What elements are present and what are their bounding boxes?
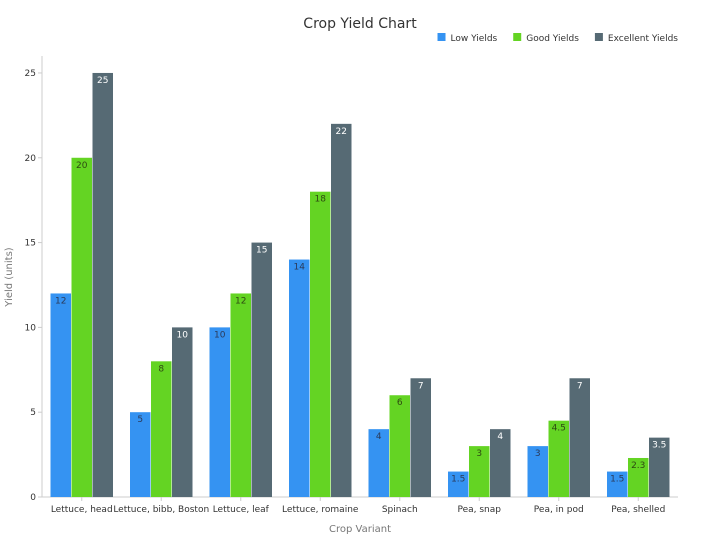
y-axis: 0 5 10 15 20 25 xyxy=(25,56,43,503)
bar-value-label: 18 xyxy=(315,195,327,205)
bar-value-label: 2.3 xyxy=(631,461,645,471)
bar-excellent-yields-lettuce-leaf xyxy=(251,242,272,497)
bar-value-label: 3 xyxy=(535,449,541,459)
legend-label-good-yields: Good Yields xyxy=(526,34,579,44)
y-tick-label: 20 xyxy=(25,154,37,164)
y-tick-label: 25 xyxy=(25,69,36,79)
bar-low-yields-lettuce-bibb-boston xyxy=(130,412,151,497)
x-tick-label-lettuce-leaf: Lettuce, leaf xyxy=(213,505,270,515)
legend-swatch-excellent-yields xyxy=(594,33,603,41)
bar-value-label: 10 xyxy=(214,330,226,340)
legend: Low Yields Good Yields Excellent Yields xyxy=(437,33,678,44)
x-tick-label-lettuce-romaine: Lettuce, romaine xyxy=(282,505,359,515)
legend-label-excellent-yields: Excellent Yields xyxy=(608,34,678,44)
x-tick-label-spinach: Spinach xyxy=(382,505,418,515)
bar-excellent-yields-pea-in-pod xyxy=(569,378,590,497)
bar-low-yields-pea-shelled xyxy=(607,471,628,497)
bar-low-yields-spinach xyxy=(368,429,389,497)
x-tick-label-pea-snap: Pea, snap xyxy=(457,505,501,515)
y-axis-label: Yield (units) xyxy=(4,247,15,307)
bar-value-label: 3 xyxy=(476,449,482,459)
x-tick-label-pea-shelled: Pea, shelled xyxy=(611,505,665,515)
bar-value-label: 4 xyxy=(376,432,382,442)
bar-excellent-yields-spinach xyxy=(410,378,431,497)
bar-low-yields-pea-snap xyxy=(448,471,469,497)
bar-value-label: 14 xyxy=(294,263,306,273)
bar-good-yields-pea-shelled xyxy=(628,457,649,497)
bar-good-yields-lettuce-leaf xyxy=(230,293,251,497)
bars: 12 20 25 5 8 10 10 12 15 14 18 22 4 6 7 1.5 3 4 3 4.5 7 1.5 2.… xyxy=(50,72,670,497)
bar-good-yields-spinach xyxy=(389,395,410,497)
bar-value-label: 7 xyxy=(577,381,583,391)
bar-value-label: 20 xyxy=(76,161,88,171)
x-tick-label-lettuce-bibb-boston: Lettuce, bibb, Boston xyxy=(113,505,209,515)
bar-excellent-yields-lettuce-bibb-boston xyxy=(172,327,193,497)
bar-good-yields-pea-in-pod xyxy=(548,420,569,497)
y-tick-label: 10 xyxy=(25,323,37,333)
y-tick-label: 0 xyxy=(30,493,36,503)
bar-excellent-yields-pea-shelled xyxy=(649,437,670,497)
bar-excellent-yields-pea-snap xyxy=(490,429,511,497)
legend-swatch-low-yields xyxy=(437,33,446,41)
bar-value-label: 1.5 xyxy=(610,475,624,485)
x-tick-label-pea-in-pod: Pea, in pod xyxy=(534,505,584,515)
bar-excellent-yields-lettuce-head xyxy=(92,72,113,497)
y-tick-label: 5 xyxy=(30,408,36,418)
bar-value-label: 25 xyxy=(97,76,108,86)
bar-excellent-yields-lettuce-romaine xyxy=(331,123,352,497)
bar-value-label: 15 xyxy=(256,246,267,256)
bar-value-label: 3.5 xyxy=(652,441,666,451)
bar-low-yields-lettuce-leaf xyxy=(209,327,230,497)
bar-value-label: 12 xyxy=(235,296,246,306)
bar-good-yields-lettuce-bibb-boston xyxy=(151,361,172,497)
bar-good-yields-lettuce-romaine xyxy=(310,191,331,497)
bar-value-label: 4.5 xyxy=(552,424,566,434)
bar-value-label: 8 xyxy=(158,364,164,374)
bar-low-yields-lettuce-romaine xyxy=(289,259,310,497)
bar-value-label: 5 xyxy=(137,415,143,425)
chart-title: Crop Yield Chart xyxy=(303,16,417,32)
bar-value-label: 12 xyxy=(55,296,66,306)
x-axis-label: Crop Variant xyxy=(329,524,391,535)
bar-value-label: 6 xyxy=(397,398,403,408)
y-tick-label: 15 xyxy=(25,239,36,249)
bar-low-yields-pea-in-pod xyxy=(527,446,548,497)
bar-value-label: 7 xyxy=(418,381,424,391)
bar-value-label: 1.5 xyxy=(451,475,465,485)
bar-value-label: 22 xyxy=(336,127,347,137)
legend-swatch-good-yields xyxy=(513,33,522,41)
bar-good-yields-lettuce-head xyxy=(71,157,92,497)
x-axis: Lettuce, head Lettuce, bibb, Boston Lettuc… xyxy=(42,496,678,515)
legend-label-low-yields: Low Yields xyxy=(451,34,498,44)
bar-low-yields-lettuce-head xyxy=(50,293,71,497)
bar-value-label: 10 xyxy=(177,330,189,340)
bar-value-label: 4 xyxy=(497,432,503,442)
bar-good-yields-pea-snap xyxy=(469,446,490,497)
x-tick-label-lettuce-head: Lettuce, head xyxy=(51,505,113,515)
